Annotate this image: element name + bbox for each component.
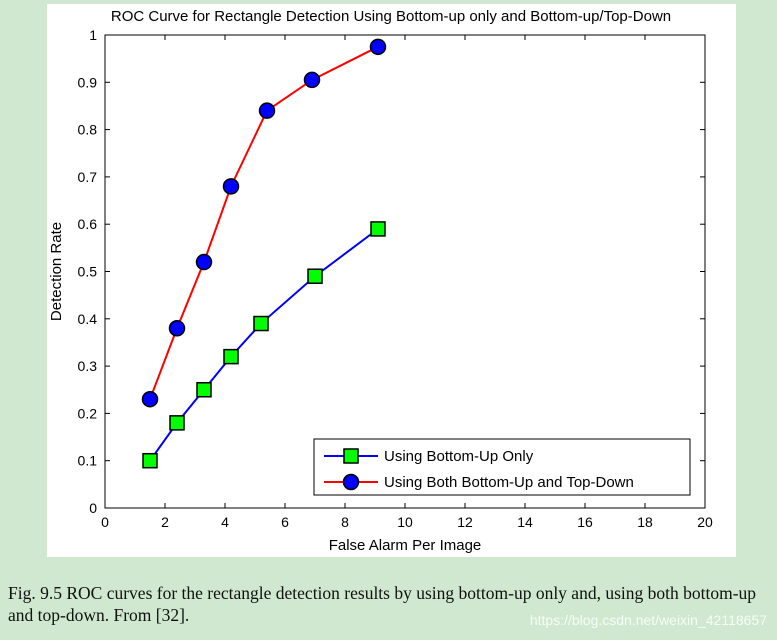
chart-title: ROC Curve for Rectangle Detection Using … — [111, 8, 671, 25]
watermark: https://blog.csdn.net/weixin_42118657 — [529, 612, 767, 628]
series-2-point — [258, 102, 276, 119]
x-tick-label: 0 — [101, 514, 109, 530]
y-tick-label: 0 — [89, 500, 97, 516]
series-2-point — [369, 38, 387, 56]
y-tick-label: 0.8 — [78, 122, 98, 138]
legend: Using Bottom-Up Only Using Both Bottom-Up… — [313, 438, 691, 496]
y-tick-label: 0.7 — [78, 169, 98, 185]
series-1-point — [196, 382, 212, 398]
figure-caption: Fig. 9.5 ROC curves for the rectangle de… — [8, 583, 757, 625]
series-2-point — [168, 320, 186, 337]
series-1-point — [223, 348, 239, 365]
y-tick-label: 0.9 — [78, 74, 98, 90]
series-2-point — [222, 178, 240, 195]
series-1-point — [253, 315, 269, 332]
x-tick-label: 6 — [281, 514, 289, 530]
y-tick-label: 0.5 — [78, 264, 98, 280]
plot-frame — [104, 34, 706, 509]
x-tick-label: 16 — [577, 514, 593, 530]
roc-chart: ROC Curve for Rectangle Detection Using … — [48, 8, 713, 554]
legend-label-1: Using Bottom-Up Only — [384, 448, 534, 465]
x-tick-label: 12 — [457, 514, 473, 530]
series-1-point — [307, 268, 323, 284]
series-2-point — [195, 253, 213, 271]
y-tick-label: 0.1 — [78, 453, 98, 469]
x-axis-label: False Alarm Per Image — [329, 537, 482, 554]
x-tick-label: 20 — [697, 514, 713, 530]
series-1-point — [169, 415, 185, 431]
legend-box — [313, 438, 691, 496]
y-tick-label: 0.2 — [78, 405, 98, 421]
y-tick-label: 0.3 — [78, 358, 98, 374]
y-tick-label: 0.6 — [78, 216, 98, 232]
series-1-point — [142, 452, 158, 469]
x-tick-label: 8 — [341, 514, 349, 530]
y-tick-label: 1 — [89, 27, 97, 43]
figure-panel: ROC Curve for Rectangle Detection Using … — [47, 4, 736, 557]
legend-marker-2 — [342, 473, 360, 491]
series-1-point — [370, 221, 386, 237]
y-tick-label: 0.4 — [78, 311, 98, 327]
x-tick-label: 14 — [517, 514, 533, 530]
x-tick-label: 10 — [397, 514, 413, 530]
x-tick-label: 18 — [637, 514, 653, 530]
series-2-point — [141, 390, 159, 408]
x-tick-label: 4 — [221, 514, 229, 530]
legend-label-2: Using Both Bottom-Up and Top-Down — [384, 474, 634, 491]
y-axis-label: Detection Rate — [48, 222, 65, 321]
series-2-point — [303, 71, 321, 89]
legend-marker-1 — [343, 448, 359, 464]
x-tick-label: 2 — [161, 514, 169, 530]
